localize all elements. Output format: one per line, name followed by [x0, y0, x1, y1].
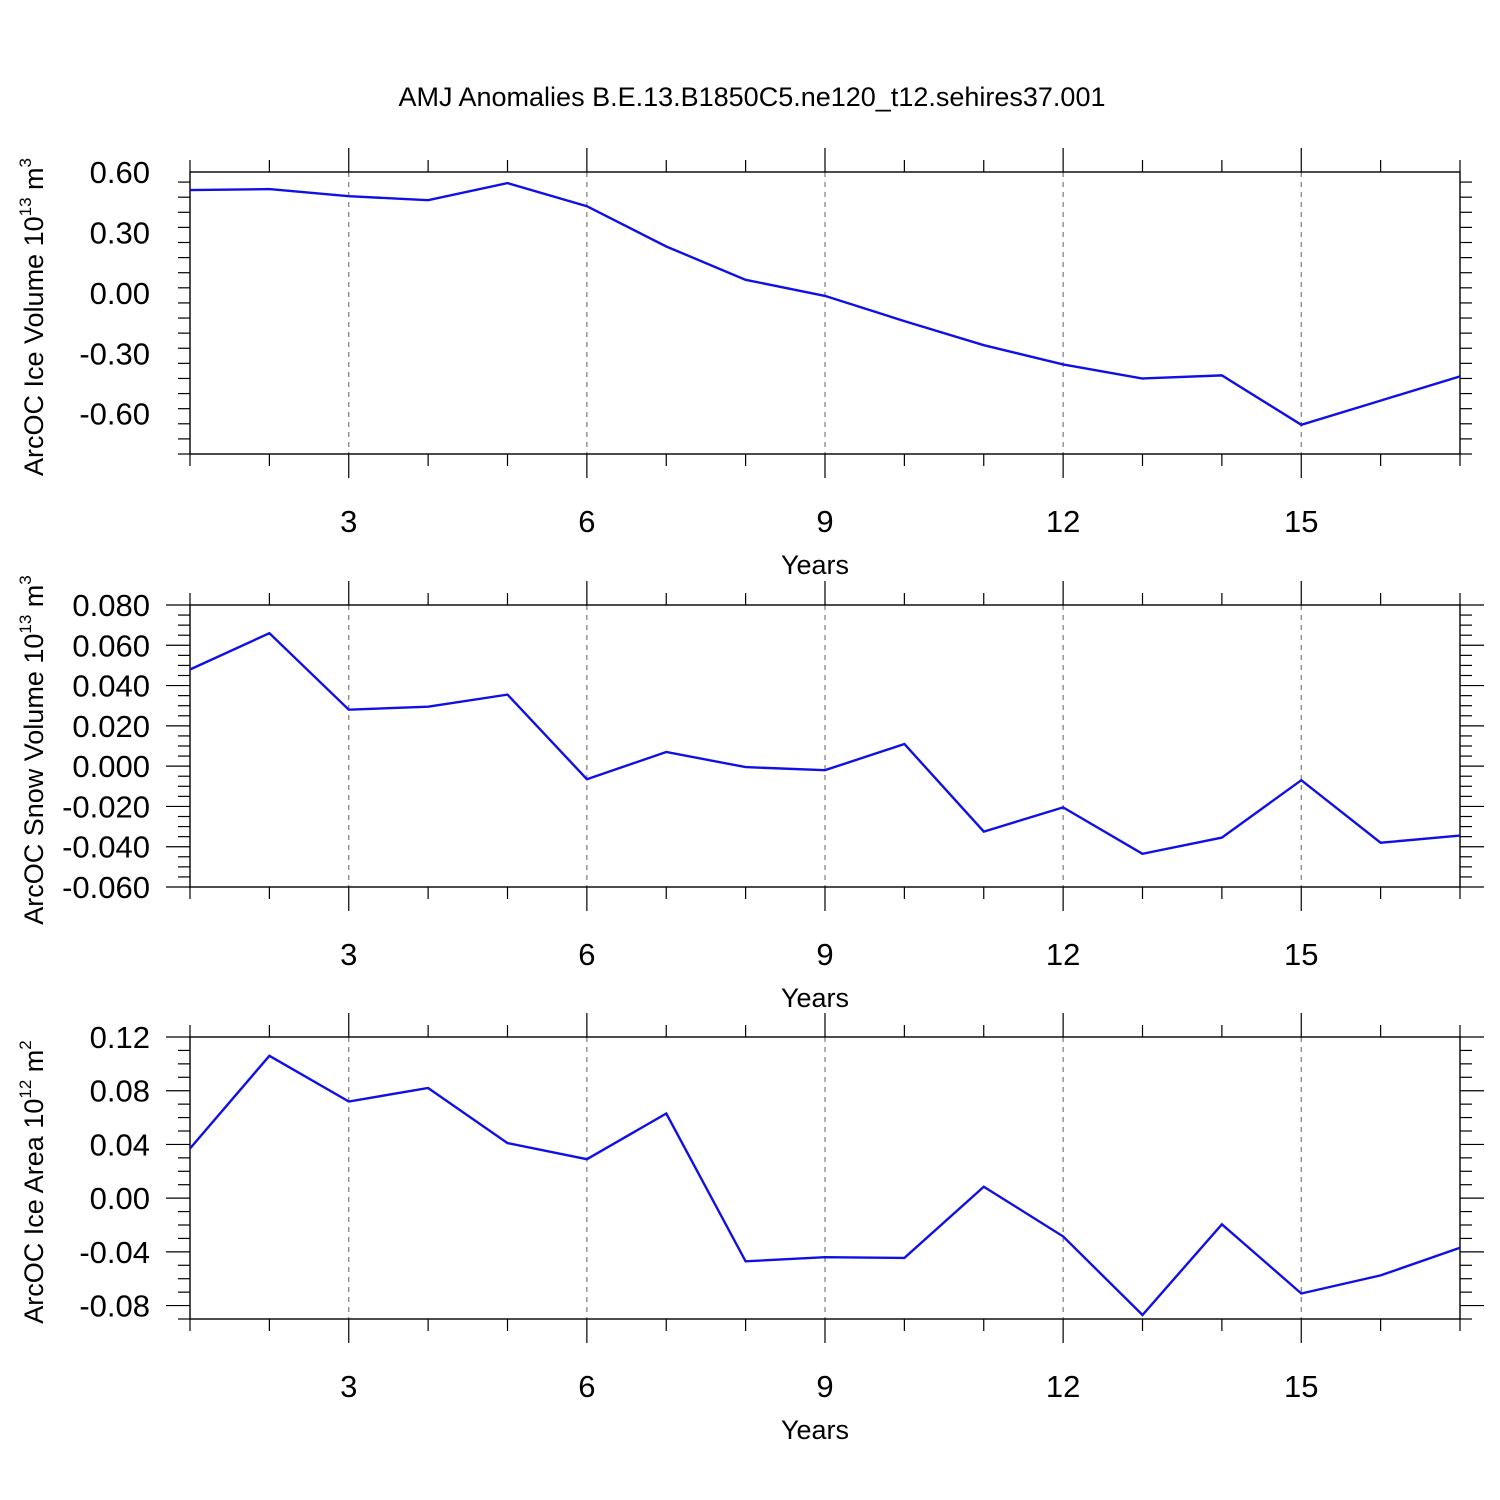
y-tick-label: 0.12: [90, 1020, 150, 1055]
y-axis-label: ArcOC Snow Volume 1013 m3: [16, 575, 49, 925]
y-tick-label: 0.04: [90, 1127, 150, 1162]
figure-title: AMJ Anomalies B.E.13.B1850C5.ne120_t12.s…: [399, 82, 1106, 112]
y-tick-label: -0.040: [62, 830, 150, 865]
x-tick-label: 15: [1284, 504, 1318, 539]
x-tick-label: 12: [1046, 504, 1080, 539]
y-tick-label: 0.040: [72, 669, 150, 704]
panel-1: 0.60 0.30 0.00 -0.30 -0.60 3 6 9 12 15 Years ArcOC …: [16, 148, 1472, 580]
x-tick-label: 3: [340, 1369, 357, 1404]
y-axis-label: ArcOC Ice Volume 1013 m3: [16, 158, 49, 476]
series-line: [189, 631, 1461, 856]
y-tick-label: -0.020: [62, 789, 150, 824]
x-tick-label: 15: [1284, 1369, 1318, 1404]
y-tick-label: -0.08: [79, 1289, 150, 1324]
panels: 0.60 0.30 0.00 -0.30 -0.60 3 6 9 12 15 Years ArcOC …: [16, 148, 1484, 1445]
x-axis-label: Years: [781, 1415, 849, 1445]
x-tick-label: 12: [1046, 1369, 1080, 1404]
x-tick-label: 6: [578, 937, 595, 972]
y-tick-label: 0.08: [90, 1074, 150, 1109]
y-tick-label: 0.00: [90, 276, 150, 311]
y-tick-label: 0.30: [90, 215, 150, 250]
y-tick-label: -0.30: [79, 336, 150, 371]
y-axis-label: ArcOC Ice Area 1012 m2: [16, 1040, 49, 1324]
y-tick-label: -0.060: [62, 870, 150, 905]
y-tick-label: 0.060: [72, 628, 150, 663]
x-tick-label: 15: [1284, 937, 1318, 972]
x-tick-label: 3: [340, 937, 357, 972]
x-tick-label: 6: [578, 504, 595, 539]
panel-3: 0.12 0.08 0.04 0.00 -0.04 -0.08 3 6 9 12 15 Years Ar…: [16, 1013, 1484, 1445]
y-tick-label: 0.020: [72, 709, 150, 744]
x-tick-label: 6: [578, 1369, 595, 1404]
y-tick-label: -0.04: [79, 1235, 150, 1270]
x-tick-label: 3: [340, 504, 357, 539]
x-tick-label: 9: [816, 937, 833, 972]
series-line: [189, 1054, 1461, 1317]
panel-2: 0.080 0.060 0.040 0.020 0.000 -0.020 -0.040 -0.…: [16, 575, 1484, 1013]
y-tick-label: 0.080: [72, 588, 150, 623]
y-tick-label: 0.60: [90, 155, 150, 190]
x-tick-label: 9: [816, 1369, 833, 1404]
x-axis-label: Years: [781, 983, 849, 1013]
x-axis-label: Years: [781, 550, 849, 580]
y-tick-label: -0.60: [79, 397, 150, 432]
x-tick-label: 9: [816, 504, 833, 539]
y-tick-label: 0.00: [90, 1181, 150, 1216]
x-tick-label: 12: [1046, 937, 1080, 972]
series-line: [189, 181, 1461, 427]
y-tick-label: 0.000: [72, 749, 150, 784]
